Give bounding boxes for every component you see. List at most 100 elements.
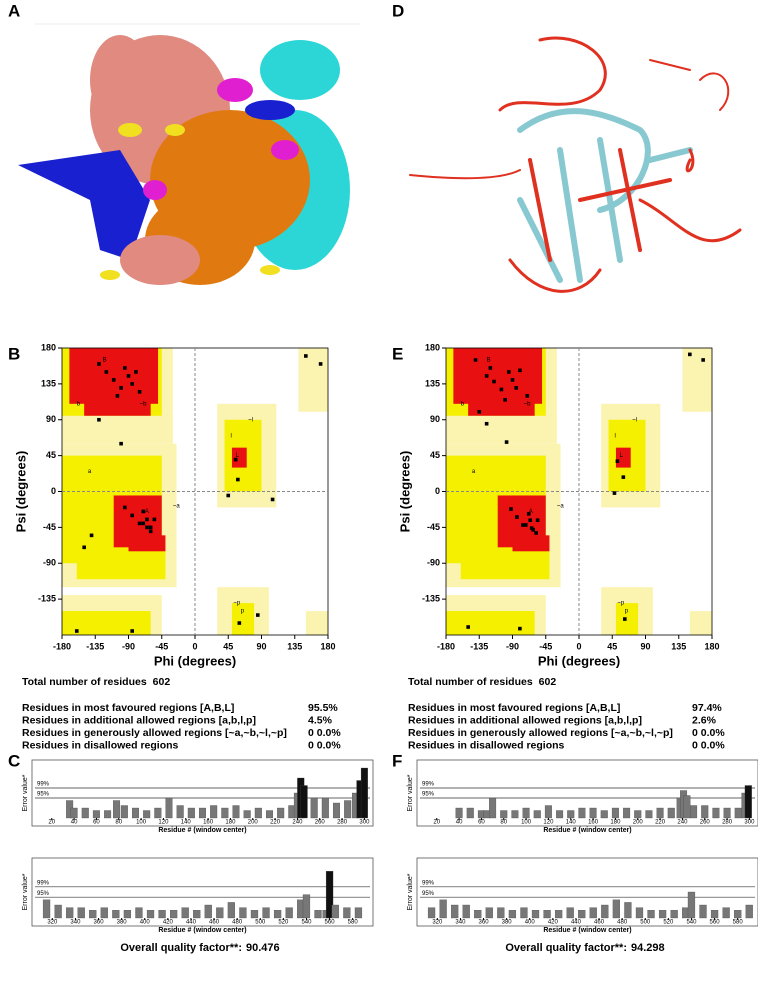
stat-label: Residues in additional allowed regions […: [408, 714, 642, 726]
stat-label: Residues in disallowed regions: [408, 740, 565, 752]
bar: [42, 899, 51, 919]
bar: [273, 910, 282, 919]
bar: [193, 910, 201, 919]
bar: [227, 902, 235, 919]
y-axis-title: Error value*: [22, 873, 29, 910]
bar: [600, 810, 608, 819]
quality-factor: Overall quality factor**: 90.476: [120, 942, 279, 954]
region-label: ~b: [524, 401, 532, 407]
bar: [508, 910, 517, 919]
bar: [54, 904, 62, 919]
point: [130, 382, 134, 386]
protein-cartoon: [409, 36, 742, 293]
y-tick-label: 99%: [422, 782, 435, 788]
region-label: ~b: [140, 401, 148, 407]
bar: [734, 807, 742, 819]
bar: [744, 785, 752, 819]
stat-value: 95.5%: [308, 702, 338, 714]
quality-value: 94.298: [631, 942, 665, 954]
x-tick-label: 360: [94, 920, 105, 926]
region-label: ~p: [617, 601, 625, 607]
region-label: L: [236, 453, 240, 459]
region: [128, 535, 166, 552]
point: [510, 378, 515, 382]
bar: [123, 910, 132, 919]
y-tick-label: 99%: [37, 880, 50, 886]
point: [82, 545, 86, 550]
x-axis-title: Phi (degrees): [154, 653, 236, 668]
bar: [474, 910, 482, 919]
bar: [710, 910, 719, 919]
x-tick-label: 100: [136, 820, 147, 826]
x-tick-label: 200: [633, 820, 644, 826]
total-residues: Total number of residues 602: [408, 676, 556, 688]
point: [130, 513, 134, 518]
x-tick-label: 280: [337, 820, 348, 826]
x-tick-label: 20: [433, 820, 440, 826]
y-tick-label: 45: [430, 450, 440, 460]
x-tick-label: 220: [270, 820, 281, 826]
x-tick-label: 120: [543, 820, 554, 826]
bar: [520, 907, 528, 919]
bar: [354, 907, 363, 919]
bar: [131, 807, 139, 819]
point: [515, 515, 519, 519]
bar: [243, 810, 251, 819]
region: [298, 348, 328, 412]
point: [701, 358, 705, 362]
bar: [624, 902, 632, 919]
bar: [146, 910, 155, 919]
point: [233, 457, 238, 462]
bar: [683, 795, 691, 819]
region: [305, 611, 328, 635]
region: [468, 399, 535, 416]
x-tick-label: 20: [48, 820, 55, 826]
x-tick-label: 0: [576, 641, 581, 651]
x-tick-label: 120: [158, 820, 169, 826]
x-tick-label: 580: [733, 920, 744, 926]
bar: [427, 907, 436, 919]
point: [528, 518, 533, 522]
bar: [310, 797, 318, 819]
bar: [321, 797, 329, 819]
x-tick-label: 220: [655, 820, 666, 826]
x-tick-label: 500: [255, 920, 266, 926]
x-tick-label: 340: [455, 920, 466, 926]
bar: [360, 767, 368, 819]
point: [152, 517, 157, 522]
bar: [165, 797, 173, 819]
stat-value: 0 0.0%: [308, 740, 341, 752]
x-tick-label: 560: [325, 920, 336, 926]
point: [236, 477, 240, 482]
bar: [699, 904, 707, 919]
bar: [531, 910, 540, 919]
bar: [623, 807, 631, 819]
x-axis-title: Residue # (window center): [158, 827, 246, 834]
x-tick-label: 480: [232, 920, 243, 926]
bar: [543, 910, 551, 919]
panel-label: E: [392, 344, 403, 363]
y-tick-label: 95%: [37, 891, 50, 897]
x-tick-label: -135: [86, 641, 104, 651]
point: [89, 533, 94, 538]
x-tick-label: 60: [93, 820, 100, 826]
x-tick-label: 300: [359, 820, 370, 826]
y-tick-label: -45: [427, 522, 440, 532]
point: [304, 354, 308, 358]
point: [484, 374, 489, 378]
bar: [690, 805, 698, 819]
bar: [455, 807, 463, 819]
x-tick-label: 180: [704, 641, 719, 651]
panel-label: A: [8, 1, 20, 20]
region-label: A: [145, 509, 149, 515]
region-label: l: [230, 433, 231, 439]
panel-label: F: [392, 751, 402, 770]
region-label: p: [625, 609, 629, 615]
point: [97, 362, 101, 366]
y-axis-title: Psi (degrees): [397, 451, 412, 533]
y-axis-title: Error value*: [407, 873, 414, 910]
x-tick-label: -90: [506, 641, 519, 651]
point: [97, 417, 101, 422]
point: [104, 370, 109, 374]
